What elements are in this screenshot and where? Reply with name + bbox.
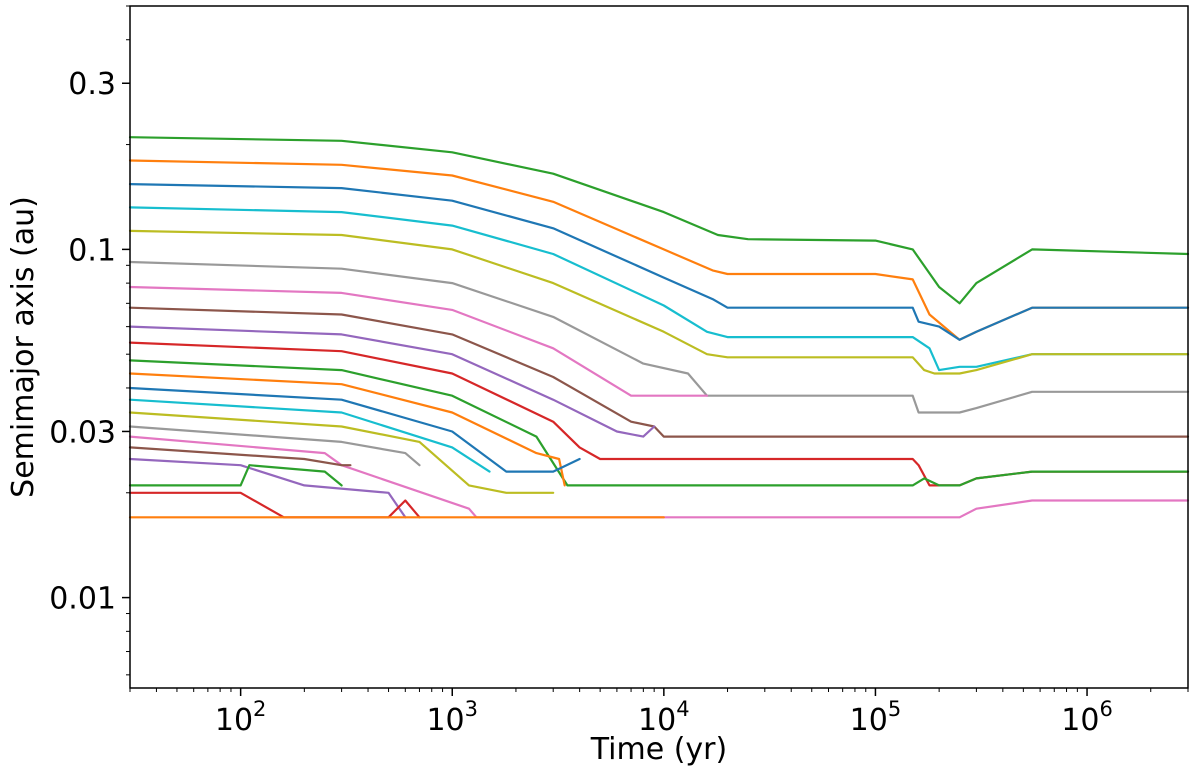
series-line-17 [128, 435, 1190, 519]
series-line-16 [128, 425, 421, 467]
y-tick-label: 0.03 [49, 415, 116, 450]
series-line-8 [128, 306, 1190, 438]
series-line-1 [128, 136, 1190, 305]
series-line-11 [128, 359, 1190, 487]
series-line-12 [128, 372, 566, 487]
x-tick-label: 103 [426, 697, 478, 738]
x-tick-base: 10 [1061, 703, 1099, 738]
x-tick-label: 105 [850, 697, 902, 738]
major-ticks [122, 82, 1088, 696]
series-line-19 [128, 457, 407, 519]
x-axis-label: Time (yr) [590, 732, 727, 767]
series-line-13 [128, 386, 581, 473]
series-line-5 [128, 229, 1190, 375]
x-tick-label: 102 [215, 697, 267, 738]
series-line-14 [128, 398, 491, 473]
y-tick-label: 0.1 [68, 233, 116, 268]
series-layer [128, 136, 1190, 519]
y-tick-label: 0.3 [68, 67, 116, 102]
series-line-20 [128, 464, 343, 487]
x-tick-label: 104 [638, 697, 690, 738]
series-line-15 [128, 411, 555, 494]
series-line-3 [128, 183, 1190, 341]
x-tick-exponent: 4 [676, 697, 689, 721]
y-axis-label: Semimajor axis (au) [6, 196, 41, 498]
x-tick-exponent: 3 [465, 697, 478, 721]
x-tick-base: 10 [638, 703, 676, 738]
x-tick-label: 106 [1061, 697, 1113, 738]
x-tick-labels: 102 103 104 105 106 [215, 697, 1113, 738]
plot-frame [129, 5, 1189, 689]
y-tick-label: 0.01 [49, 582, 116, 617]
series-line-9 [128, 325, 656, 438]
series-line-4 [128, 206, 1190, 372]
x-tick-base: 10 [426, 703, 464, 738]
x-tick-exponent: 6 [1099, 697, 1112, 721]
plot-background [130, 6, 1188, 688]
series-line-18 [128, 446, 352, 467]
x-tick-exponent: 5 [888, 697, 901, 721]
x-tick-base: 10 [215, 703, 253, 738]
y-tick-labels: 0.3 0.1 0.03 0.01 [49, 67, 116, 616]
series-line-7 [128, 285, 709, 397]
x-tick-exponent: 2 [253, 697, 266, 721]
x-tick-base: 10 [850, 703, 888, 738]
